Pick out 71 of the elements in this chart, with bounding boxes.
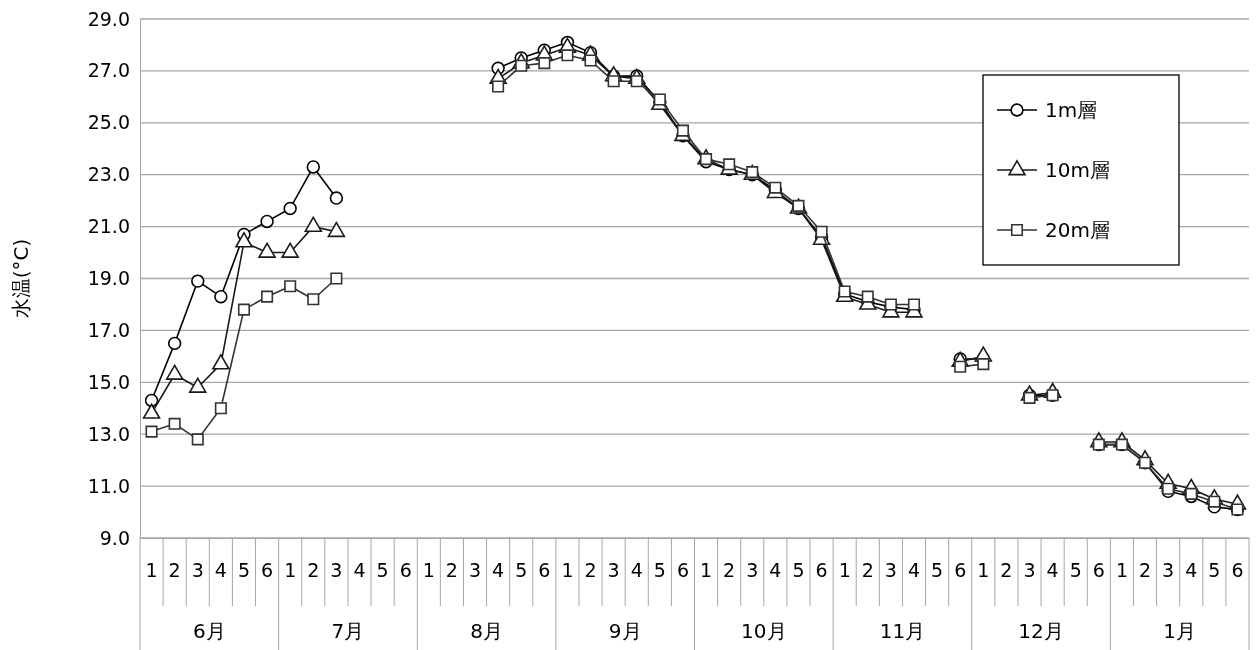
x-tick-label: 3 [330,559,343,582]
x-tick-label: 1 [977,559,990,582]
text: 6月 [192,619,226,643]
x-tick-label: 1 [422,559,435,582]
x-tick-label: 5 [792,559,805,582]
x-tick-label: 1 [838,559,851,582]
legend-label: 1m層 [1045,98,1098,122]
text: 11月 [879,619,926,643]
y-tick-label: 21.0 [87,215,130,238]
x-tick-label: 4 [1046,559,1059,582]
y-tick-label: 27.0 [87,59,130,82]
x-tick-label: 4 [630,559,643,582]
text: 7月 [331,619,365,643]
x-tick-label: 2 [584,559,597,582]
y-tick-label: 15.0 [87,370,130,393]
x-tick-label: 2 [1138,559,1152,582]
text: 12月 [1018,619,1064,643]
x-tick-label: 4 [214,559,227,582]
x-tick-label: 2 [168,559,181,582]
y-tick-label: 13.0 [87,422,130,445]
x-tick-label: 5 [376,559,389,582]
x-tick-label: 6 [1231,559,1244,582]
text: 1月 [1163,619,1197,643]
x-tick-label: 1 [700,559,713,582]
x-tick-label: 3 [746,559,759,582]
x-tick-label: 6 [954,559,967,582]
x-tick-label: 6 [1092,559,1105,582]
x-tick-label: 6 [815,559,828,582]
y-tick-label: 19.0 [87,267,130,290]
x-tick-label: 3 [607,559,620,582]
x-tick-label: 4 [907,559,921,582]
y-tick-label: 9.0 [99,526,130,549]
x-tick-label: 1 [561,559,574,582]
x-tick-label: 1 [145,559,158,582]
x-tick-label: 4 [492,559,505,582]
x-tick-label: 6 [261,559,274,582]
x-tick-label: 6 [399,559,412,582]
text: 9月 [608,619,642,643]
x-tick-label: 3 [191,559,204,582]
x-tick-label: 5 [931,559,944,582]
x-tick-label: 2 [307,559,320,582]
text: 8月 [470,619,503,643]
x-tick-label: 1 [284,559,297,582]
x-tick-label: 2 [861,559,874,582]
y-axis-title: 水温(°C) [9,238,33,319]
x-tick-label: 2 [1000,559,1013,582]
x-tick-label: 5 [237,559,251,582]
x-tick-label: 5 [1208,559,1221,582]
y-tick-label: 11.0 [87,474,130,497]
x-tick-label: 5 [515,559,528,582]
y-tick-label: 25.0 [87,111,130,134]
x-tick-label: 1 [1115,559,1128,582]
x-tick-label: 5 [1069,559,1082,582]
legend-label: 10m層 [1045,158,1110,182]
x-tick-label: 5 [653,559,666,582]
x-tick-label: 6 [676,559,689,582]
y-tick-label: 29.0 [87,7,130,30]
y-tick-label: 17.0 [87,318,130,341]
legend-label: 20m層 [1045,218,1110,242]
x-tick-label: 3 [468,559,482,582]
x-tick-label: 4 [1185,559,1198,582]
x-tick-label: 4 [353,559,366,582]
y-tick-label: 23.0 [87,163,130,186]
x-tick-label: 4 [769,559,782,582]
x-tick-label: 3 [1162,559,1175,582]
x-tick-label: 2 [445,559,458,582]
x-tick-label: 2 [723,559,736,582]
x-tick-label: 6 [538,559,551,582]
x-tick-label: 3 [884,559,897,582]
x-tick-label: 3 [1023,559,1036,582]
text: 10月 [741,619,787,643]
